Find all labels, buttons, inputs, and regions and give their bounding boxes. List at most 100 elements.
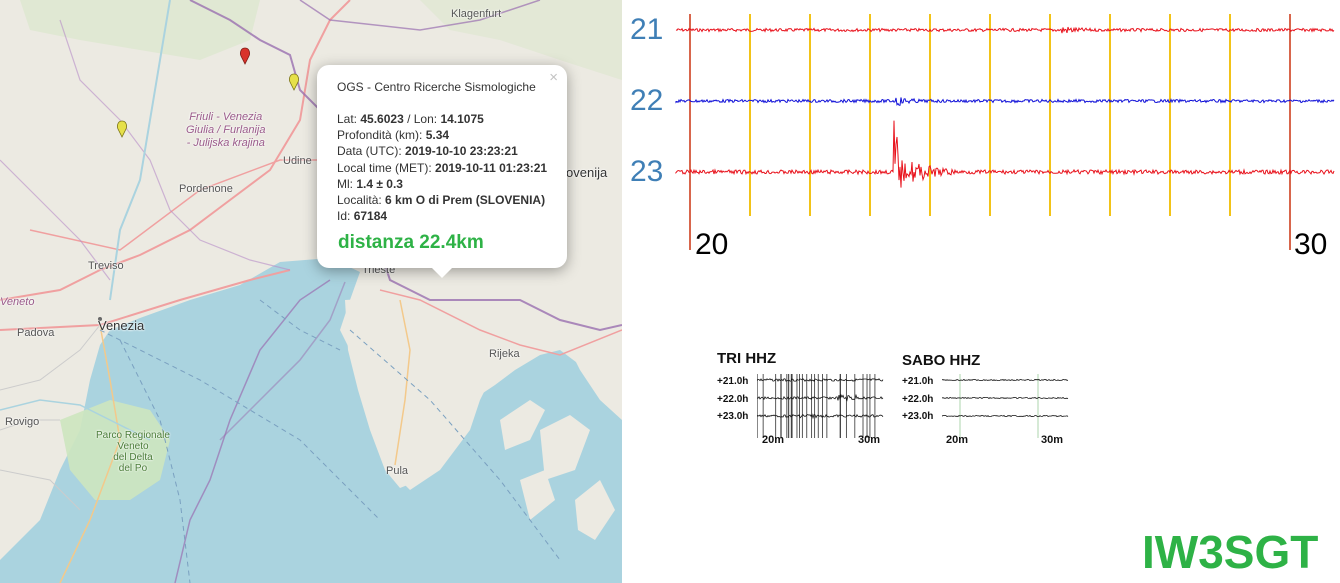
croatia-coast: [480, 320, 622, 410]
maritime-border: [174, 279, 331, 583]
map-label-venezia: Venezia: [98, 318, 145, 333]
popup-title: OGS - Centro Ricerche Sismologiche: [337, 80, 536, 94]
thumbnail-tri[interactable]: TRI HHZ +21.0h +22.0h +23.0h 20m 30m: [715, 350, 885, 450]
thumb-trace: [942, 396, 1069, 400]
seismogram-panel: 21 22 23 20 30: [622, 0, 1340, 300]
thumb-trace: [942, 414, 1069, 418]
lon-value: 14.1075: [440, 112, 484, 126]
road: [0, 324, 101, 391]
road: [0, 469, 81, 511]
thumbnail-hour: +21.0h: [902, 376, 934, 387]
map-label-park: Parco Regionale Veneto del Delta del Po: [96, 430, 170, 474]
popup-tip: [431, 267, 453, 278]
map-panel[interactable]: Klagenfurt Udine Pordenone Treviso Venez…: [0, 0, 622, 583]
hour-label-21: 21: [630, 13, 664, 46]
island: [520, 470, 555, 520]
loc-value: 6 km O di Prem (SLOVENIA): [385, 193, 546, 208]
country-border: [299, 0, 541, 31]
thumb-trace: [757, 413, 884, 420]
thumbnail-title: SABO HHZ: [902, 352, 981, 369]
thumbnail-hour: +21.0h: [717, 376, 749, 387]
depth-value: 5.34: [425, 128, 450, 143]
thumbnail-hour: +22.0h: [902, 394, 934, 405]
date-label: Data (UTC):: [337, 144, 406, 159]
loc-label: Località:: [337, 193, 386, 208]
trace-hour-21: [675, 26, 1335, 34]
city-dot: [98, 317, 102, 321]
road: [0, 419, 60, 431]
close-icon[interactable]: ×: [549, 69, 558, 86]
shipping-lane: [119, 339, 191, 583]
park-line: del Delta: [113, 452, 153, 463]
ml-value: 1.4 ± 0.3: [356, 176, 403, 191]
id-value: 67184: [353, 209, 388, 224]
thumbnail-traces: [942, 374, 1069, 438]
depth-label: Profondità (km):: [337, 128, 426, 143]
map-label-udine: Udine: [283, 155, 312, 167]
id-label: Id:: [337, 209, 354, 224]
thumbnail-minute: 30m: [1041, 434, 1064, 446]
thumbnail-minute: 30m: [858, 434, 881, 446]
popup-latlon: Lat: 45.6023 / Lon: 14.1075: [337, 111, 547, 127]
shipping-lane: [99, 329, 381, 521]
map-label-klagenfurt: Klagenfurt: [451, 8, 502, 20]
local-value: 2019-10-11 01:23:21: [435, 160, 548, 175]
station-callsign: IW3SGT: [1142, 526, 1319, 578]
region-line: - Julijska krajina: [186, 137, 265, 149]
popup-location: Località: 6 km O di Prem (SLOVENIA): [337, 192, 547, 208]
thumbnail-hour: +22.0h: [717, 394, 749, 405]
popup-depth: Profondità (km): 5.34: [337, 127, 547, 143]
maritime-border: [219, 281, 346, 441]
shipping-lane: [259, 299, 341, 351]
map-label-veneto: Veneto: [0, 296, 35, 308]
marker-red[interactable]: [240, 47, 250, 65]
map-label-region-fvg: Friuli - Venezia Giulia / Furlanija - Ju…: [186, 111, 265, 150]
sea-area: [0, 258, 622, 583]
park-line: Parco Regionale: [96, 430, 170, 441]
thumbnail-minute: 20m: [762, 434, 785, 446]
park-line: del Po: [118, 463, 148, 474]
thumbnail-hour: +23.0h: [717, 411, 749, 422]
trace-hour-22: [675, 97, 1335, 106]
seismogram-canvas: [675, 14, 1335, 250]
ml-label: Ml:: [337, 176, 357, 191]
distance-label: distanza 22.4km: [338, 232, 484, 253]
park-line: Veneto: [117, 441, 149, 452]
lon-label: / Lon:: [403, 112, 441, 126]
istria-land: [345, 298, 480, 488]
road: [379, 289, 622, 356]
road: [29, 159, 320, 251]
shipping-lane: [349, 329, 561, 561]
minute-label-end: 30: [1294, 228, 1328, 261]
park-area: [60, 400, 170, 500]
popup-local: Local time (MET): 2019-10-11 01:23:21: [337, 160, 547, 176]
thumbnail-traces: [757, 374, 884, 438]
map-label-pordenone: Pordenone: [179, 183, 233, 195]
popup-id: Id: 67184: [337, 208, 547, 224]
date-value: 2019-10-10 23:23:21: [405, 144, 518, 159]
map-canvas[interactable]: [0, 0, 622, 583]
map-label-padova: Padova: [17, 327, 55, 339]
map-label-rijeka: Rijeka: [489, 348, 520, 360]
popup-date: Data (UTC): 2019-10-10 23:23:21: [337, 143, 547, 159]
marker-yellow[interactable]: [117, 120, 127, 138]
river: [109, 0, 171, 301]
region-line: Giulia / Furlanija: [186, 124, 266, 136]
trace-hour-23: [675, 120, 1335, 188]
island: [540, 415, 590, 480]
road: [59, 324, 121, 583]
thumbnail-sabo[interactable]: SABO HHZ +21.0h +22.0h +23.0h 20m 30m: [900, 350, 1070, 450]
island: [575, 480, 615, 540]
local-label: Local time (MET):: [337, 160, 436, 175]
hour-label-23: 23: [630, 155, 664, 188]
earthquake-popup: × OGS - Centro Ricerche Sismologiche Lat…: [317, 65, 567, 278]
river: [0, 399, 151, 441]
forest-area: [20, 0, 260, 60]
thumb-trace: [942, 378, 1069, 382]
thumbnail-hour: +23.0h: [902, 411, 934, 422]
marker-yellow[interactable]: [289, 73, 299, 91]
island: [500, 400, 545, 450]
map-label-pula: Pula: [386, 465, 409, 477]
region-border: [59, 19, 291, 271]
lat-value: 45.6023: [360, 112, 404, 126]
